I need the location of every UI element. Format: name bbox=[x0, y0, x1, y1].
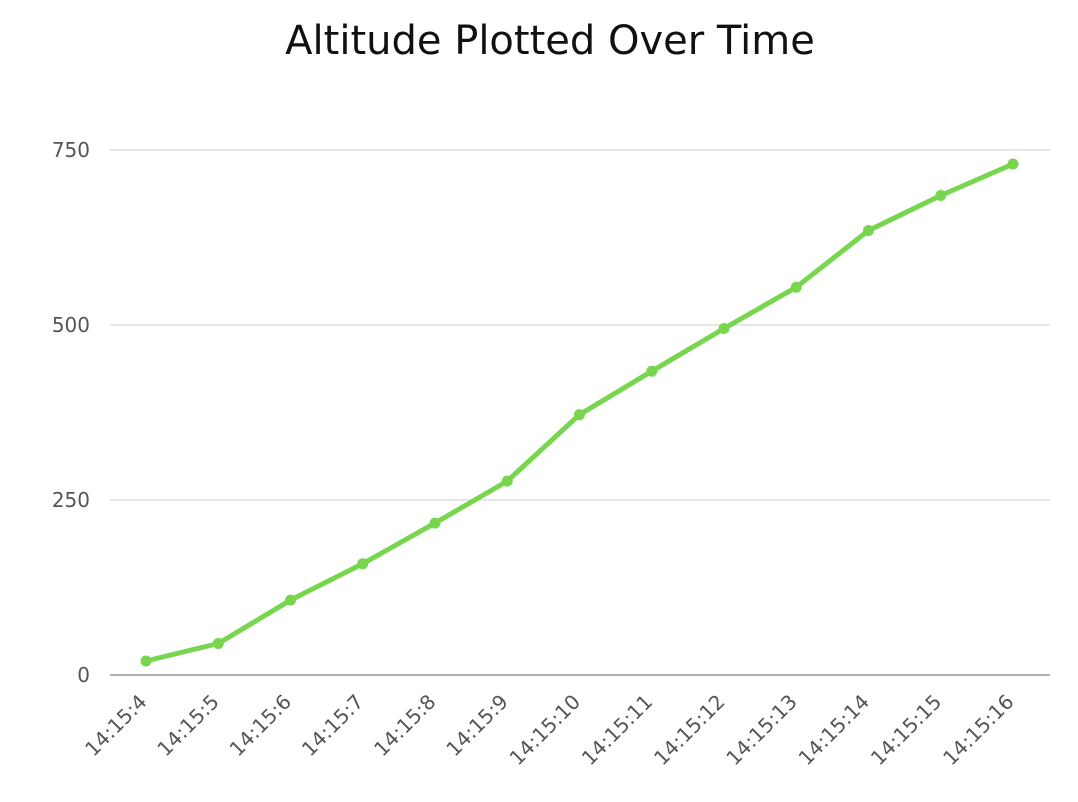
data-point-7 bbox=[646, 365, 658, 377]
data-point-0 bbox=[140, 655, 152, 667]
data-point-5 bbox=[501, 475, 513, 487]
x-tick-label-11: 14:15:15 bbox=[866, 690, 946, 770]
data-point-10 bbox=[863, 225, 874, 236]
chart-title: Altitude Plotted Over Time bbox=[285, 18, 815, 64]
grid-layer bbox=[110, 149, 1050, 676]
x-tick-label-8: 14:15:12 bbox=[649, 690, 729, 770]
data-point-8 bbox=[718, 323, 730, 334]
x-tick-label-2: 14:15:6 bbox=[225, 690, 296, 761]
data-point-3 bbox=[357, 558, 369, 570]
y-tick-label-0: 0 bbox=[77, 663, 90, 687]
x-tick-label-4: 14:15:8 bbox=[369, 690, 440, 761]
x-axis-tick-labels: 14:15:4 14:15:5 14:15:6 14:15:7 14:15:8 14:15… bbox=[80, 690, 1018, 770]
data-point-6 bbox=[574, 409, 585, 421]
x-tick-label-6: 14:15:10 bbox=[505, 690, 585, 770]
y-tick-label-250: 250 bbox=[52, 488, 90, 512]
series-layer bbox=[140, 158, 1019, 667]
x-tick-label-0: 14:15:4 bbox=[80, 690, 151, 761]
data-point-2 bbox=[285, 594, 296, 606]
y-tick-label-500: 500 bbox=[52, 313, 90, 337]
data-point-1 bbox=[212, 638, 224, 649]
x-tick-label-3: 14:15:7 bbox=[297, 690, 368, 761]
y-tick-label-750: 750 bbox=[52, 138, 90, 162]
data-point-11 bbox=[935, 190, 947, 201]
x-tick-label-1: 14:15:5 bbox=[152, 690, 223, 761]
x-tick-label-12: 14:15:16 bbox=[938, 690, 1018, 770]
x-tick-label-10: 14:15:14 bbox=[794, 690, 874, 770]
x-tick-label-9: 14:15:13 bbox=[721, 690, 801, 770]
data-point-9 bbox=[790, 281, 802, 293]
x-tick-label-7: 14:15:11 bbox=[577, 690, 657, 770]
data-point-12 bbox=[1007, 158, 1019, 170]
data-point-4 bbox=[429, 517, 441, 529]
y-axis-tick-labels: 0 250 500 750 bbox=[52, 138, 90, 687]
x-tick-label-5: 14:15:9 bbox=[441, 690, 512, 761]
